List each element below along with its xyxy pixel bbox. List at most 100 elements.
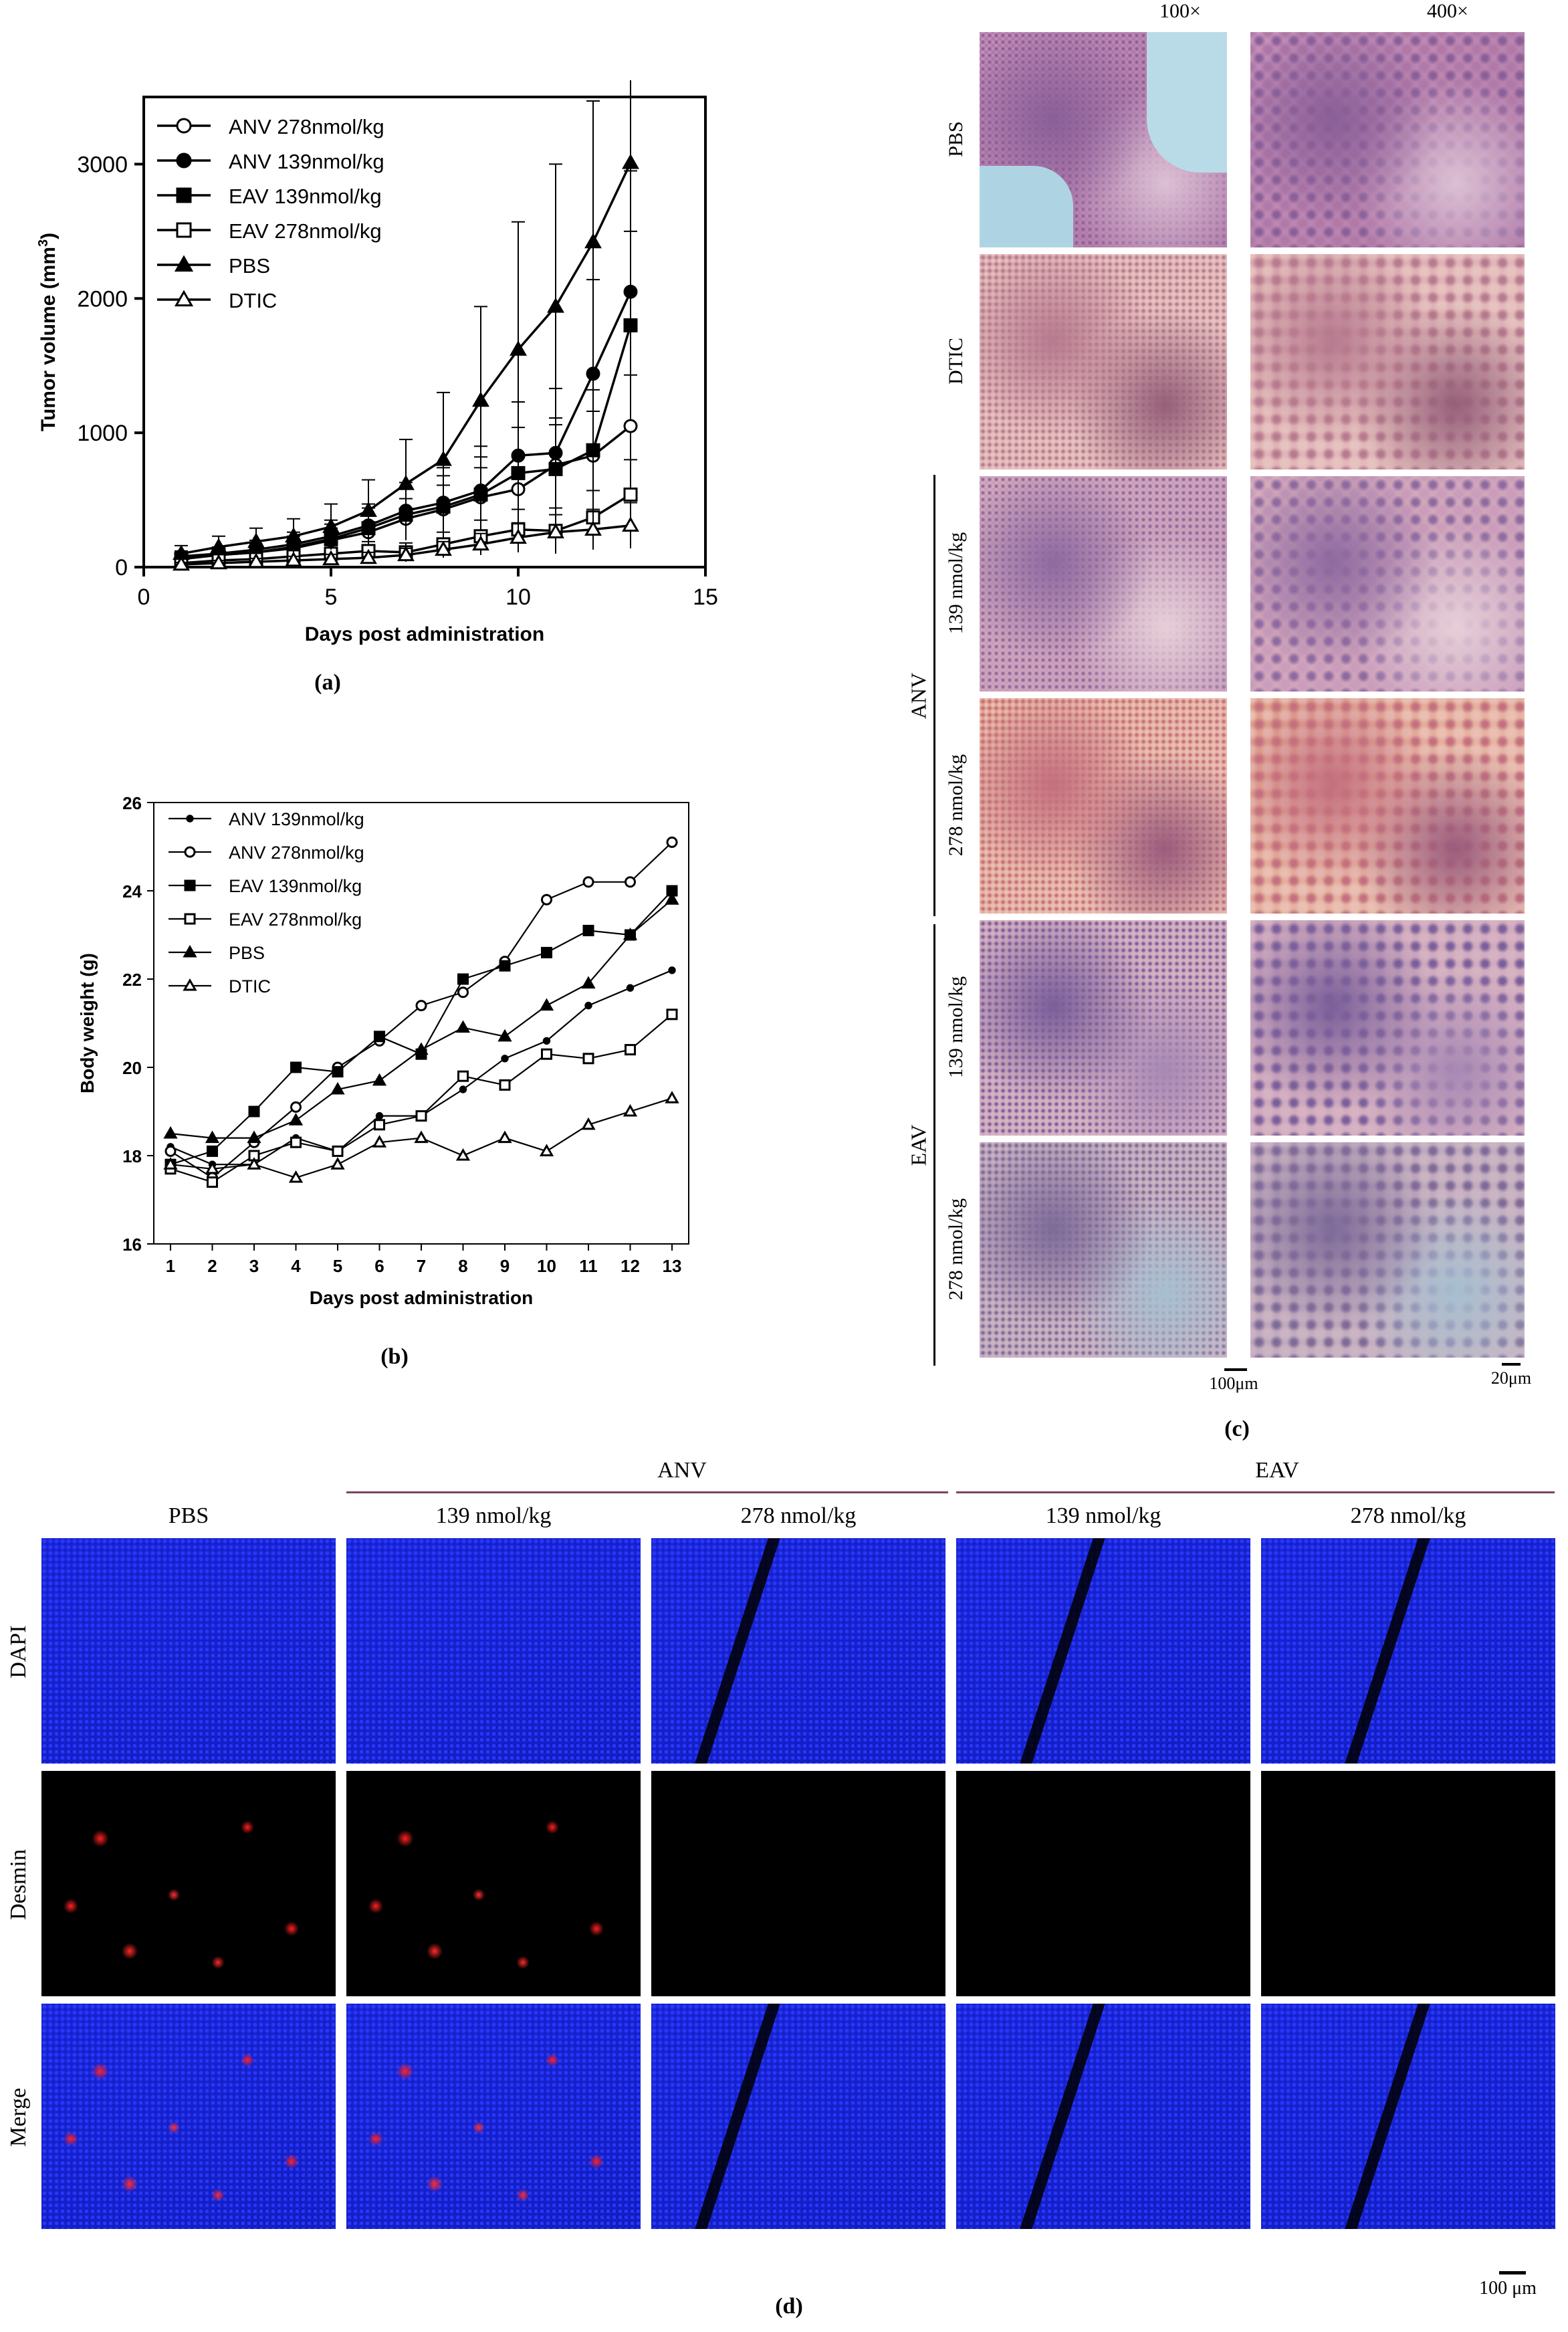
data-point — [247, 532, 265, 548]
data-point — [414, 1130, 429, 1144]
he-row-label-eav-278: 278 nmol/kg — [945, 1198, 967, 1301]
data-point — [541, 893, 552, 906]
he-image-anv-139-100x — [980, 476, 1227, 692]
eav-bracket — [933, 924, 935, 1366]
x-tick-label: 15 — [693, 585, 718, 610]
caption-a: (a) — [314, 670, 341, 695]
legend-entry: EAV 278nmol/kg — [229, 219, 382, 243]
tissue-gap — [1020, 1538, 1105, 1764]
series-3 — [164, 1009, 678, 1188]
legend-entry: ANV 278nmol/kg — [229, 115, 384, 138]
if-image-desmin-eav-139 — [956, 1771, 1250, 1996]
legend-entry: DTIC — [229, 976, 271, 996]
y-axis-label: Body weight (g) — [77, 953, 98, 1093]
scale-label-if: 100 μm — [1479, 2278, 1537, 2299]
data-point — [497, 1029, 512, 1042]
he-image-pbs-100x — [980, 32, 1227, 247]
scale-bar-20um — [1502, 1363, 1521, 1366]
he-image-pbs-400x — [1250, 32, 1525, 247]
x-tick-label: 9 — [500, 1256, 510, 1276]
x-tick-label: 5 — [333, 1256, 342, 1276]
data-point — [541, 946, 552, 958]
legend-entry: DTIC — [229, 289, 277, 312]
group-label-eav: EAV — [1255, 1458, 1299, 1483]
data-point — [582, 876, 594, 888]
legend-marker — [174, 255, 194, 272]
legend-entry: EAV 139nmol/kg — [229, 876, 362, 896]
data-point — [455, 1020, 471, 1033]
data-point — [207, 1145, 218, 1157]
data-point — [472, 391, 489, 407]
legend-marker — [176, 187, 192, 203]
data-point — [247, 552, 265, 568]
tissue-gap — [1345, 2004, 1430, 2229]
data-point — [584, 1001, 592, 1010]
data-point — [330, 1081, 345, 1095]
legend-entry: EAV 278nmol/kg — [229, 910, 362, 930]
caption-d: (d) — [775, 2294, 803, 2319]
series-5 — [173, 502, 639, 571]
series-4 — [163, 892, 679, 1144]
data-point — [290, 1136, 302, 1148]
x-tick-label: 12 — [621, 1256, 640, 1276]
data-point — [285, 527, 302, 543]
tissue-gap — [695, 1538, 780, 1764]
tumor-volume-chart: 0 5 10 15 0 1000 2000 3000 Days post administrat… — [36, 80, 718, 645]
x-tick-label: 0 — [138, 585, 150, 610]
x-tick-label: 8 — [458, 1256, 467, 1276]
data-point — [459, 1085, 467, 1093]
if-image-dapi-anv-139 — [346, 1538, 641, 1764]
x-tick-label: 6 — [374, 1256, 384, 1276]
if-image-dapi-eav-139 — [956, 1538, 1250, 1764]
legend-marker — [183, 978, 197, 991]
if-col-header-eav-278: 278 nmol/kg — [1350, 1503, 1466, 1528]
legend-entry: PBS — [229, 254, 270, 278]
legend-marker — [176, 222, 192, 238]
x-tick-label: 10 — [506, 585, 531, 610]
data-point — [541, 1048, 552, 1060]
data-point — [499, 960, 511, 972]
he-group-label-eav: EAV — [906, 1124, 931, 1166]
data-point — [497, 1130, 512, 1144]
data-point — [164, 1145, 177, 1157]
data-point — [322, 518, 340, 534]
anv-group-line — [346, 1491, 948, 1493]
he-image-eav-278-400x — [1250, 1142, 1525, 1358]
col-header-400x: 400× — [1427, 0, 1468, 22]
data-point — [539, 998, 554, 1011]
if-col-header-pbs: PBS — [168, 1503, 209, 1528]
data-point — [623, 488, 638, 502]
if-image-desmin-anv-139 — [346, 1771, 641, 1996]
if-image-merge-anv-278 — [651, 2004, 945, 2229]
he-image-dtic-400x — [1250, 254, 1525, 469]
col-header-100x: 100× — [1159, 0, 1201, 22]
tissue-gap — [1345, 1538, 1430, 1764]
lumen-area — [1147, 32, 1227, 173]
legend-marker — [176, 118, 192, 134]
y-tick-label: 22 — [122, 970, 142, 990]
x-tick-label: 10 — [537, 1256, 556, 1276]
data-point — [374, 1119, 385, 1131]
he-row-label-anv-278: 278 nmol/kg — [945, 754, 967, 857]
if-image-merge-eav-278 — [1261, 2004, 1555, 2229]
anv-bracket — [933, 475, 935, 916]
legend-marker — [184, 913, 196, 925]
x-tick-label: 2 — [207, 1256, 217, 1276]
he-row-label-anv-139: 139 nmol/kg — [945, 532, 967, 635]
data-point — [360, 548, 377, 564]
series-5 — [163, 1091, 679, 1183]
data-point — [457, 1070, 469, 1082]
data-point — [623, 927, 638, 940]
he-row-label-eav-139: 139 nmol/kg — [945, 976, 967, 1079]
data-point — [332, 1066, 344, 1078]
if-row-label-desmin: Desmin — [6, 1848, 31, 1920]
lumen-area — [980, 166, 1073, 247]
y-tick-label: 3000 — [77, 152, 128, 177]
data-point — [435, 450, 452, 466]
legend-marker — [184, 846, 196, 858]
data-point — [668, 966, 676, 974]
group-label-anv: ANV — [657, 1458, 707, 1483]
if-col-header-eav-139: 139 nmol/kg — [1045, 1503, 1161, 1528]
x-tick-label: 4 — [291, 1256, 301, 1276]
plot-frame — [142, 96, 707, 568]
